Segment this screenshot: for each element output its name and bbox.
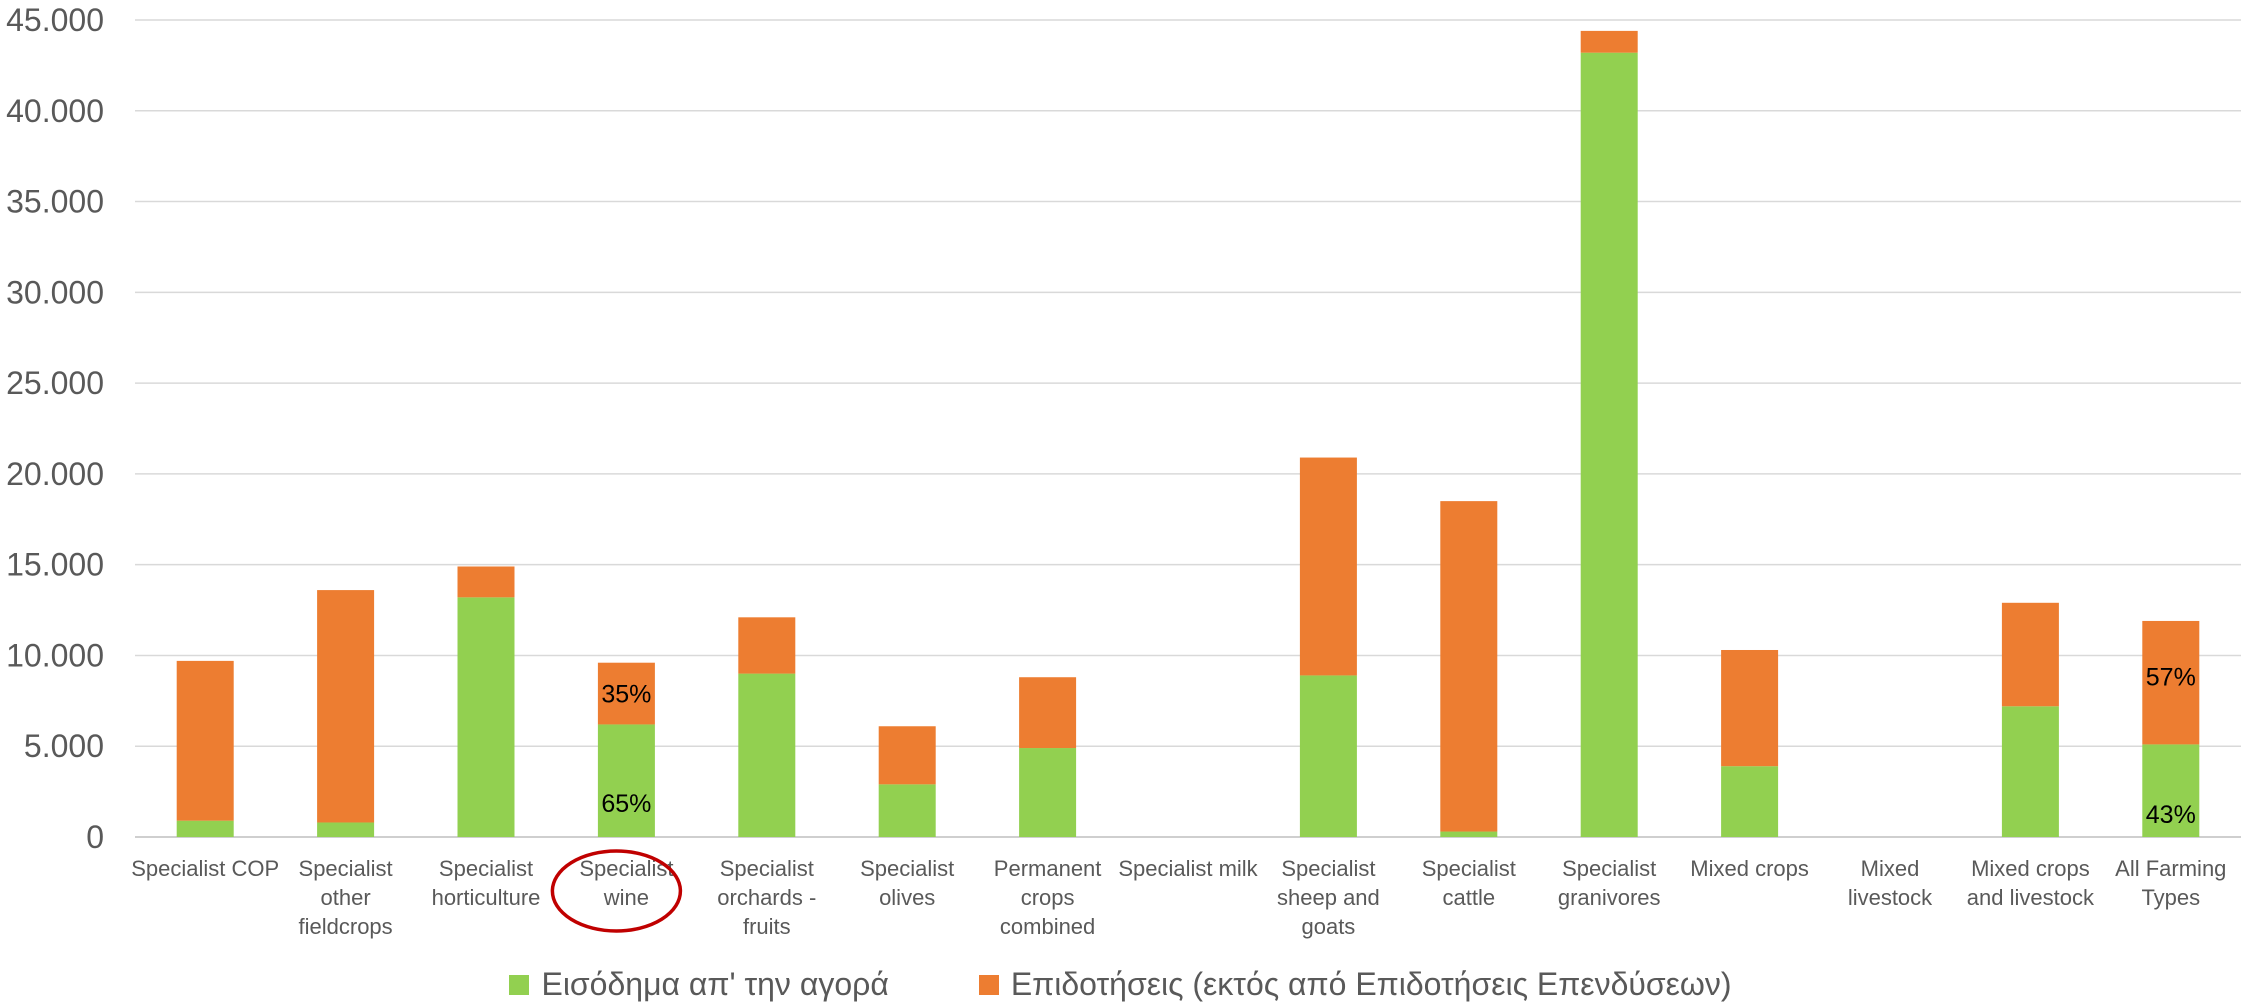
x-tick-label: and livestock bbox=[1967, 885, 2095, 910]
bar-market-income bbox=[597, 724, 655, 837]
x-tick-label: cattle bbox=[1443, 885, 1496, 910]
bar-subsidies bbox=[878, 726, 936, 785]
x-tick-label: Types bbox=[2141, 885, 2200, 910]
x-tick-label: olives bbox=[879, 885, 935, 910]
x-tick-label: wine bbox=[603, 885, 649, 910]
x-tick-label: fieldcrops bbox=[299, 914, 393, 939]
x-tick-label: sheep and bbox=[1277, 885, 1380, 910]
legend-label-subsidies: Επιδοτήσεις (εκτός από Επιδοτήσεις Επενδ… bbox=[1010, 966, 1732, 1002]
x-axis: Specialist COP Specialist other fieldcrops S… bbox=[131, 849, 2226, 939]
legend-swatch-subsidies bbox=[978, 974, 999, 995]
bar-subsidies bbox=[1721, 649, 1779, 767]
bar-market-income bbox=[317, 822, 375, 837]
x-tick-label: Mixed crops bbox=[1690, 856, 1809, 881]
legend-label-market: Εισόδημα απ' την αγορά bbox=[541, 966, 889, 1002]
legend: Εισόδημα απ' την αγορά Επιδοτήσεις (εκτό… bbox=[0, 966, 2241, 1003]
y-tick-label: 0 bbox=[86, 819, 104, 855]
x-tick-label: livestock bbox=[1848, 885, 1933, 910]
x-tick-label: fruits bbox=[743, 914, 791, 939]
bar-subsidies bbox=[1580, 30, 1638, 53]
bars bbox=[176, 30, 2200, 838]
bar-market-income bbox=[2001, 706, 2059, 837]
y-tick-label: 20.000 bbox=[6, 456, 104, 492]
y-tick-label: 35.000 bbox=[6, 184, 104, 220]
x-tick-label: Permanent bbox=[994, 856, 1102, 881]
stacked-bar-chart: 0 5.000 10.000 15.000 20.000 25.000 30.000 35.0… bbox=[6, 2, 2241, 939]
y-tick-label: 30.000 bbox=[6, 274, 104, 310]
bar-subsidies bbox=[176, 660, 234, 821]
x-tick-label: Specialist bbox=[860, 856, 954, 881]
y-tick-label: 10.000 bbox=[6, 637, 104, 673]
bar-subsidies bbox=[1019, 677, 1077, 749]
bar-subsidies bbox=[738, 617, 796, 674]
x-tick-label: Specialist bbox=[1562, 856, 1656, 881]
bar-market-income bbox=[878, 784, 936, 837]
bar-subsidies bbox=[1440, 501, 1498, 832]
y-tick-label: 25.000 bbox=[6, 365, 104, 401]
bar-market-income bbox=[738, 673, 796, 837]
y-tick-label: 15.000 bbox=[6, 547, 104, 583]
bar-market-income bbox=[1299, 675, 1357, 837]
bar-market-income bbox=[1721, 766, 1779, 837]
highlight-circle bbox=[550, 849, 683, 933]
x-tick-label: Mixed bbox=[1861, 856, 1920, 881]
bar-subsidies bbox=[317, 590, 375, 823]
x-tick-label: orchards - bbox=[717, 885, 816, 910]
x-tick-label: goats bbox=[1301, 914, 1355, 939]
x-tick-label: crops bbox=[1021, 885, 1075, 910]
data-labels: 35% 65% 57% 43% bbox=[601, 664, 2195, 829]
y-axis: 0 5.000 10.000 15.000 20.000 25.000 30.000 35.0… bbox=[6, 2, 104, 855]
bar-market-income bbox=[457, 597, 515, 837]
bar-market-income bbox=[176, 820, 234, 837]
x-tick-label: Specialist milk bbox=[1118, 856, 1258, 881]
x-tick-label: other bbox=[321, 885, 371, 910]
bar-subsidies bbox=[2142, 620, 2200, 745]
bar-subsidies bbox=[1299, 457, 1357, 676]
x-tick-label: All Farming bbox=[2115, 856, 2226, 881]
x-tick-label: combined bbox=[1000, 914, 1095, 939]
percentage-label: 35% bbox=[601, 681, 651, 709]
bar-market-income bbox=[1019, 748, 1077, 837]
y-tick-label: 5.000 bbox=[24, 728, 104, 764]
x-tick-label: granivores bbox=[1558, 885, 1661, 910]
y-tick-label: 45.000 bbox=[6, 2, 104, 38]
percentage-label: 65% bbox=[601, 790, 651, 818]
percentage-label: 43% bbox=[2146, 801, 2196, 829]
x-tick-label: Specialist bbox=[1281, 856, 1375, 881]
x-tick-label: Specialist bbox=[299, 856, 393, 881]
x-tick-label: Specialist bbox=[720, 856, 814, 881]
bar-subsidies bbox=[597, 662, 655, 725]
x-tick-label: Specialist COP bbox=[131, 856, 279, 881]
legend-item-market: Εισόδημα απ' την αγορά bbox=[509, 966, 889, 1003]
bar-subsidies bbox=[457, 566, 515, 598]
percentage-label: 57% bbox=[2146, 664, 2196, 692]
legend-item-subsidies: Επιδοτήσεις (εκτός από Επιδοτήσεις Επενδ… bbox=[978, 966, 1732, 1003]
x-tick-label: horticulture bbox=[432, 885, 541, 910]
x-tick-label: Mixed crops bbox=[1971, 856, 2090, 881]
legend-swatch-market bbox=[509, 974, 530, 995]
y-tick-label: 40.000 bbox=[6, 93, 104, 129]
bar-market-income bbox=[1580, 52, 1638, 838]
bar-subsidies bbox=[2001, 602, 2059, 707]
bar-market-income bbox=[2142, 744, 2200, 837]
bar-market-income bbox=[1440, 831, 1498, 837]
x-tick-label: Specialist bbox=[439, 856, 533, 881]
gridlines bbox=[135, 19, 2241, 838]
x-tick-label: Specialist bbox=[1422, 856, 1516, 881]
